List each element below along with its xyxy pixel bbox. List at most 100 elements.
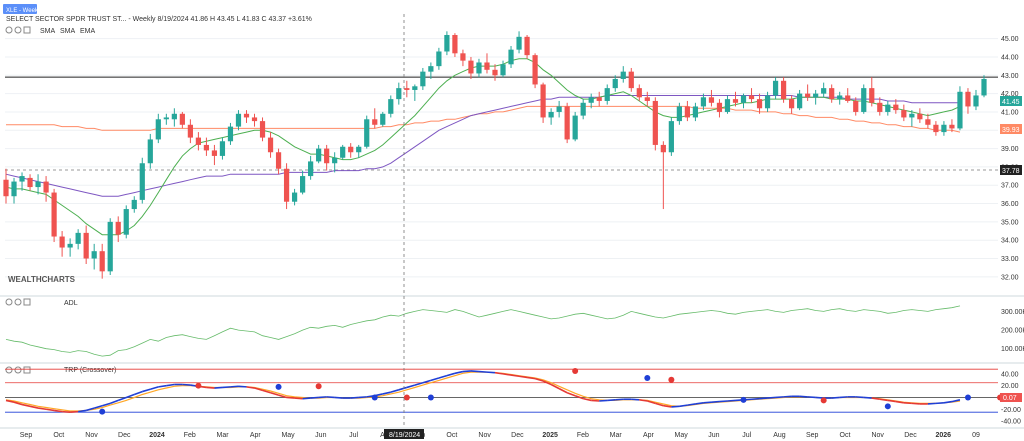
candle-body <box>548 111 554 118</box>
candle-body <box>171 113 177 120</box>
candle-body <box>283 168 290 202</box>
adl-line <box>5 305 961 357</box>
adl-settings-icon[interactable] <box>5 298 13 306</box>
trp-fast-segment <box>631 398 640 401</box>
trp-fast-segment <box>671 405 680 408</box>
x-tick-label: Dec <box>511 432 524 439</box>
candle-body <box>332 157 338 164</box>
adl-eye-icon[interactable] <box>14 298 22 306</box>
crosshair-date-label: 8/19/2024 <box>389 432 420 439</box>
candle-body <box>91 251 97 259</box>
indicator-sma-2[interactable]: SMA <box>60 28 76 35</box>
x-tick-label: Feb <box>184 432 196 439</box>
x-tick-label: Oct <box>53 432 64 439</box>
adl-tick-label: 300.00K <box>1001 309 1024 316</box>
candle-body <box>764 95 771 109</box>
x-tick-label: Jul <box>349 432 358 439</box>
trp-fast-segment <box>414 381 424 386</box>
trp-label: TRP (Crossover) <box>64 367 116 374</box>
candle-body <box>235 113 242 127</box>
candle-body <box>259 121 266 138</box>
trp-tick-label: 40.00 <box>1001 371 1019 378</box>
trp-fast-segment <box>687 403 696 406</box>
candle-body <box>813 93 819 98</box>
x-tick-label: Nov <box>871 432 884 439</box>
candle-body <box>789 99 795 109</box>
x-tick-label: Apr <box>643 432 655 439</box>
adl-collapse-icon[interactable] <box>23 298 31 306</box>
adl-series-line <box>5 305 961 357</box>
trp-fast-segment <box>101 402 111 407</box>
indicator-sma-1[interactable]: SMA <box>40 28 56 35</box>
candle-body <box>532 55 538 85</box>
trp-fast-segment <box>895 400 904 404</box>
trp-fast-segment <box>807 396 816 399</box>
candle-body <box>957 91 963 129</box>
trp-fast-segment <box>470 370 480 373</box>
trp-fast-segment <box>398 386 408 391</box>
trp-fast-segment <box>222 386 231 389</box>
trp-fast-segment <box>711 400 720 403</box>
trp-lines <box>5 370 961 414</box>
symbol-tab[interactable] <box>3 4 37 14</box>
candle-body <box>316 148 322 162</box>
candle-body <box>837 95 843 100</box>
candle-body <box>861 88 867 112</box>
trp-fast-segment <box>639 399 648 402</box>
y-tick-label: 34.00 <box>1001 238 1019 245</box>
trp-fast-segment <box>591 399 600 402</box>
candle-body <box>468 60 474 74</box>
trp-fast-segment <box>109 399 119 405</box>
adl-tick-label: 100.00K <box>1001 346 1024 353</box>
trp-fast-segment <box>390 389 400 393</box>
trp-fast-segment <box>254 387 263 392</box>
candle-body <box>187 124 193 138</box>
trp-fast-segment <box>45 408 55 412</box>
trp-fast-segment <box>783 395 792 398</box>
candles <box>3 31 987 279</box>
trp-fast-segment <box>133 390 143 396</box>
trp-fast-segment <box>719 400 728 403</box>
candle-body <box>829 88 835 100</box>
settings-icon[interactable] <box>5 26 13 34</box>
candle-body <box>300 176 306 193</box>
candle-body <box>660 144 666 153</box>
trp-marker <box>884 403 891 410</box>
candle-body <box>356 146 362 153</box>
trp-fast-segment <box>751 397 760 401</box>
candle-body <box>452 34 458 54</box>
trp-fast-segment <box>759 397 768 400</box>
candle-body <box>460 53 466 61</box>
candle-body <box>251 117 258 122</box>
candle-body <box>700 97 707 107</box>
trp-fast-segment <box>879 398 888 402</box>
candle-body <box>476 62 482 74</box>
trp-collapse-icon[interactable] <box>23 366 31 374</box>
adl-axis: 300.00K 200.00K 100.00K <box>1001 309 1024 353</box>
candle-body <box>412 86 418 90</box>
trp-fast-segment <box>182 383 191 386</box>
trp-settings-icon[interactable] <box>5 366 13 374</box>
eye-icon[interactable] <box>14 26 22 34</box>
candle-body <box>516 36 522 50</box>
candle-body <box>372 119 378 125</box>
candle-body <box>524 36 530 56</box>
candle-body <box>821 88 827 94</box>
trp-fast-segment <box>446 372 456 377</box>
trp-fast-segment <box>78 409 87 413</box>
candle-body <box>404 88 410 90</box>
candle-body <box>780 80 787 100</box>
crosshair-price-badge <box>1000 165 1022 175</box>
candle-body <box>612 78 618 89</box>
trp-fast-segment <box>278 394 287 399</box>
y-tick-label: 39.00 <box>1001 146 1019 153</box>
candle-body <box>564 106 570 140</box>
trp-fast-segment <box>206 386 215 389</box>
chart-title: SELECT SECTOR SPDR TRUST ST... - Weekly … <box>6 16 312 23</box>
x-tick-label: Aug <box>773 432 786 439</box>
trp-eye-icon[interactable] <box>14 366 22 374</box>
indicator-ema[interactable]: EMA <box>80 28 96 35</box>
trp-fast-segment <box>70 410 79 414</box>
trp-marker <box>371 394 378 401</box>
collapse-icon[interactable] <box>23 26 31 34</box>
